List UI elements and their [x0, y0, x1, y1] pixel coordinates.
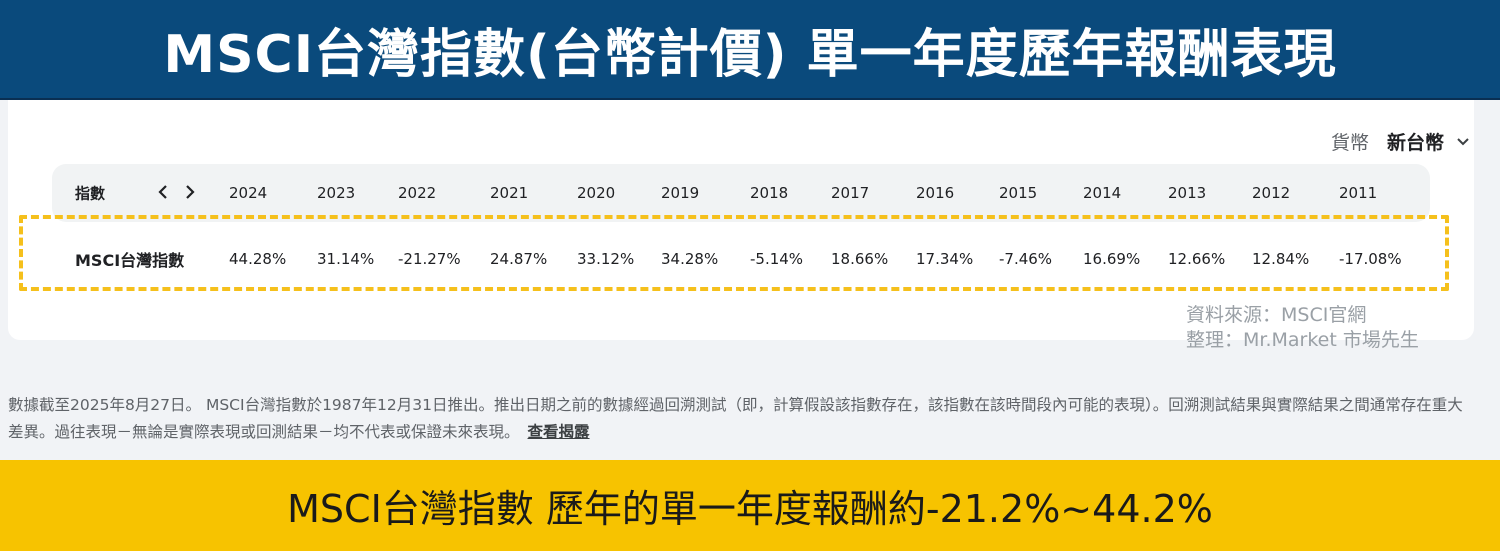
return-cell-1: 31.14%	[317, 250, 375, 268]
currency-value: 新台幣	[1386, 132, 1444, 154]
return-cell-2: -21.27%	[398, 250, 461, 268]
return-cell-4: 33.12%	[577, 250, 635, 268]
year-header-13: 2011	[1339, 184, 1378, 202]
year-header-10: 2014	[1083, 184, 1122, 202]
currency-label: 貨幣	[1330, 132, 1369, 154]
disclaimer-text: 數據截至2025年8月27日。 MSCI台灣指數於1987年12月31日推出。推…	[8, 396, 1463, 441]
compiler-line: 整理：Mr.Market 市場先生	[1186, 329, 1419, 351]
year-header-7: 2017	[831, 184, 870, 202]
table-row: MSCI台灣指數 44.28% 31.14% -21.27% 24.87% 33.12%…	[52, 231, 1430, 287]
year-header-6: 2018	[750, 184, 789, 202]
title-banner: MSCI台灣指數(台幣計價) 單一年度歷年報酬表現	[0, 0, 1500, 100]
return-cell-5: 34.28%	[661, 250, 719, 268]
row-name: MSCI台灣指數	[75, 251, 185, 270]
return-cell-11: 12.66%	[1168, 250, 1226, 268]
disclaimer: 數據截至2025年8月27日。 MSCI台灣指數於1987年12月31日推出。推…	[8, 392, 1478, 446]
year-header-0: 2024	[229, 184, 268, 202]
chevron-right-icon[interactable]	[184, 181, 196, 205]
return-cell-6: -5.14%	[750, 250, 804, 268]
year-header-11: 2013	[1168, 184, 1207, 202]
index-header: 指數	[75, 184, 106, 203]
table-header-row: 指數 2024 2023 2022 2021 2020 2019 2018 2017 2016 2…	[52, 164, 1430, 222]
return-cell-13: -17.08%	[1339, 250, 1402, 268]
return-cell-9: -7.46%	[999, 250, 1053, 268]
return-cell-12: 12.84%	[1252, 250, 1310, 268]
year-header-12: 2012	[1252, 184, 1291, 202]
return-cell-10: 16.69%	[1083, 250, 1141, 268]
year-header-4: 2020	[577, 184, 616, 202]
source-line: 資料來源：MSCI官網	[1186, 304, 1367, 326]
year-header-3: 2021	[490, 184, 529, 202]
chevron-left-icon[interactable]	[157, 181, 169, 205]
return-cell-8: 17.34%	[916, 250, 974, 268]
chevron-down-icon	[1456, 132, 1470, 151]
return-cell-7: 18.66%	[831, 250, 889, 268]
page-title: MSCI台灣指數(台幣計價) 單一年度歷年報酬表現	[163, 24, 1337, 85]
return-cell-0: 44.28%	[229, 250, 287, 268]
year-header-9: 2015	[999, 184, 1038, 202]
summary-banner: MSCI台灣指數 歷年的單一年度報酬約-21.2%~44.2%	[0, 460, 1500, 551]
return-cell-3: 24.87%	[490, 250, 548, 268]
view-disclosure-link[interactable]: 查看揭露	[527, 423, 590, 441]
source-note: 資料來源：MSCI官網 整理：Mr.Market 市場先生	[1186, 303, 1419, 353]
year-header-2: 2022	[398, 184, 437, 202]
summary-text: MSCI台灣指數 歷年的單一年度報酬約-21.2%~44.2%	[287, 487, 1213, 531]
currency-selector[interactable]: 貨幣 新台幣	[1331, 128, 1470, 155]
year-header-1: 2023	[317, 184, 356, 202]
year-header-5: 2019	[661, 184, 700, 202]
year-header-8: 2016	[916, 184, 955, 202]
